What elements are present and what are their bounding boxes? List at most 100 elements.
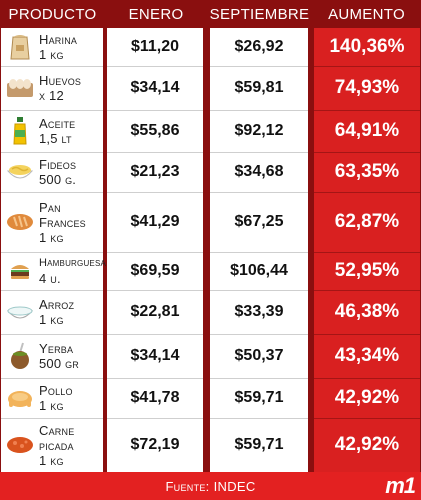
- septiembre-value: $92,12: [234, 122, 284, 139]
- header-aumento: Aumento: [328, 5, 405, 23]
- enero-value: $55,86: [130, 122, 180, 139]
- product-cell: Aceite 1,5 lt: [1, 110, 103, 152]
- enero-value: $21,23: [130, 163, 180, 180]
- row-divider: [210, 192, 308, 193]
- aumento-value: 140,36%: [329, 36, 405, 57]
- row-divider: [314, 334, 420, 335]
- row-divider: [210, 378, 308, 379]
- ground-meat-icon: [5, 430, 35, 460]
- aumento-value: 52,95%: [334, 260, 400, 281]
- product-cell: Pan Frances 1 kg: [1, 192, 103, 252]
- septiembre-value: $67,25: [234, 213, 284, 230]
- egg-carton-icon: [5, 73, 35, 103]
- row-divider: [1, 192, 103, 193]
- row-divider: [210, 152, 308, 153]
- row-divider: [107, 252, 203, 253]
- m1-logo: m1: [385, 473, 416, 498]
- aumento-value: 63,35%: [334, 161, 400, 182]
- row-divider: [1, 290, 103, 291]
- product-name: Huevos x 12: [39, 73, 82, 103]
- table-row: Huevos x 12 $34,14 $59,81 74,93%: [0, 66, 421, 110]
- aumento-value: 64,91%: [334, 120, 400, 141]
- product-cell: Huevos x 12: [1, 66, 103, 110]
- row-divider: [1, 378, 103, 379]
- row-divider: [107, 110, 203, 111]
- table-row: Aceite 1,5 lt $55,86 $92,12 64,91%: [0, 110, 421, 152]
- row-divider: [1, 418, 103, 419]
- enero-value: $34,14: [130, 79, 180, 96]
- row-divider: [107, 192, 203, 193]
- product-name: Fideos 500 g.: [39, 157, 77, 187]
- table-row: Pan Frances 1 kg $41,29 $67,25 62,87%: [0, 192, 421, 252]
- septiembre-value: $59,81: [234, 79, 284, 96]
- enero-value: $34,14: [130, 347, 180, 364]
- product-cell: Carne picada 1 kg: [1, 418, 103, 472]
- product-name: Yerba 500 gr: [39, 341, 80, 371]
- aumento-value: 74,93%: [334, 77, 400, 98]
- source-credit: Fuente: INDEC: [0, 472, 421, 500]
- bread-icon: [5, 207, 35, 237]
- oil-bottle-icon: [5, 116, 35, 146]
- product-cell: Yerba 500 gr: [1, 334, 103, 378]
- row-divider: [1, 252, 103, 253]
- enero-value: $11,20: [130, 38, 180, 55]
- aumento-value: 42,92%: [334, 387, 400, 408]
- row-divider: [107, 418, 203, 419]
- product-name: Pan Frances 1 kg: [39, 199, 86, 245]
- row-divider: [314, 66, 420, 67]
- footer-bar: Fuente: INDEC m1: [0, 472, 421, 500]
- pasta-bowl-icon: [5, 157, 35, 187]
- flour-bag-icon: [5, 32, 35, 62]
- row-divider: [107, 290, 203, 291]
- septiembre-value: $59,71: [234, 389, 284, 406]
- table-row: Pollo 1 kg $41,78 $59,71 42,92%: [0, 378, 421, 418]
- row-divider: [1, 152, 103, 153]
- row-divider: [314, 110, 420, 111]
- product-name: Harina 1 kg: [39, 32, 78, 62]
- row-divider: [1, 334, 103, 335]
- burger-icon: [5, 256, 35, 286]
- product-cell: Hamburguesa 4 u.: [1, 252, 107, 290]
- table-row: Yerba 500 gr $34,14 $50,37 43,34%: [0, 334, 421, 378]
- row-divider: [107, 378, 203, 379]
- row-divider: [314, 378, 420, 379]
- row-divider: [210, 334, 308, 335]
- septiembre-column: [210, 28, 308, 472]
- row-divider: [314, 418, 420, 419]
- enero-value: $69,59: [130, 262, 180, 279]
- source-label: Fuente:: [165, 478, 210, 494]
- mate-icon: [5, 341, 35, 371]
- rice-bowl-icon: [5, 297, 35, 327]
- enero-value: $41,78: [130, 389, 180, 406]
- source-value: INDEC: [213, 478, 256, 494]
- aumento-value: 62,87%: [334, 211, 400, 232]
- septiembre-value: $33,39: [234, 303, 284, 320]
- table-row: Hamburguesa 4 u. $69,59 $106,44 52,95%: [0, 252, 421, 290]
- table-row: Carne picada 1 kg $72,19 $59,71 42,92%: [0, 418, 421, 472]
- table-row: Arroz 1 kg $22,81 $33,39 46,38%: [0, 290, 421, 334]
- aumento-value: 46,38%: [334, 301, 400, 322]
- septiembre-value: $26,92: [234, 38, 284, 55]
- row-divider: [314, 252, 420, 253]
- septiembre-value: $34,68: [234, 163, 284, 180]
- table-row: Fideos 500 g. $21,23 $34,68 63,35%: [0, 152, 421, 192]
- aumento-value: 42,92%: [334, 434, 400, 455]
- septiembre-value: $59,71: [234, 436, 284, 453]
- product-name: Hamburguesa 4 u.: [39, 257, 107, 286]
- row-divider: [107, 334, 203, 335]
- enero-value: $41,29: [130, 213, 180, 230]
- row-divider: [1, 110, 103, 111]
- aumento-value: 43,34%: [334, 345, 400, 366]
- row-divider: [314, 290, 420, 291]
- row-divider: [314, 192, 420, 193]
- product-name: Pollo 1 kg: [39, 383, 73, 413]
- enero-column: [107, 28, 203, 472]
- header-enero: Enero: [128, 5, 184, 23]
- row-divider: [210, 110, 308, 111]
- header-producto: Producto: [8, 5, 97, 23]
- row-divider: [210, 66, 308, 67]
- septiembre-value: $106,44: [230, 262, 288, 279]
- row-divider: [210, 290, 308, 291]
- product-cell: Fideos 500 g.: [1, 152, 103, 192]
